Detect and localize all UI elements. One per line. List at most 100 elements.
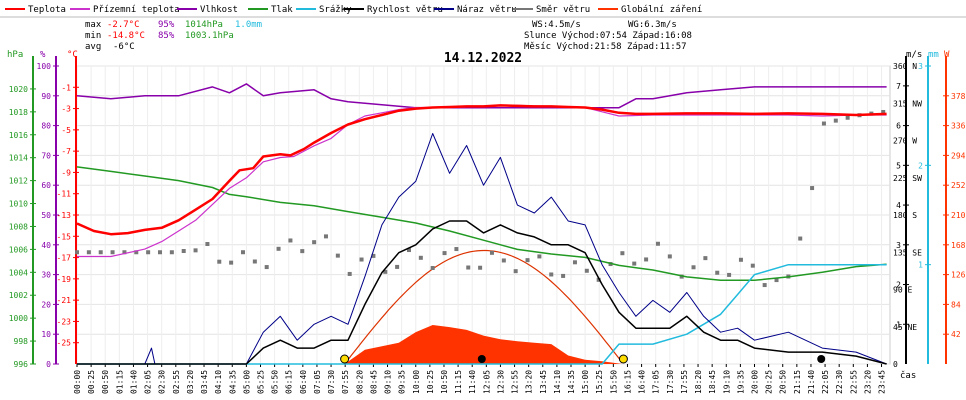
series-winddir-point: [442, 251, 447, 256]
series-winddir-point: [335, 253, 340, 258]
time-tick-label: 03:45: [200, 370, 209, 394]
series-winddir-point: [359, 257, 364, 262]
humidity-axis-tick-label: 20: [41, 300, 51, 309]
series-winddir-point: [833, 118, 838, 123]
temperature-axis-tick-label: -15: [57, 232, 72, 241]
time-tick-label: 05:00: [242, 370, 251, 394]
time-tick-label: 10:50: [440, 370, 449, 394]
temperature-axis-tick-label: -19: [57, 275, 72, 284]
stats-panel: max -2.7°C 95% 1014hPa 1.0mm min -14.8°C…: [85, 20, 692, 52]
time-tick-label: 22:55: [849, 370, 858, 394]
series-winddir-point: [644, 257, 649, 262]
winddir-tick-label: 135 SE: [893, 248, 922, 257]
temperature-axis-unit: °C: [67, 50, 78, 60]
humidity-axis-tick-label: 40: [41, 241, 51, 250]
radiation-axis-tick-label: 210: [951, 211, 966, 220]
stat-min-label: min: [85, 31, 101, 41]
series-winddir-point: [715, 270, 720, 275]
series-winddir-point: [406, 248, 411, 253]
series-rain: [77, 263, 887, 365]
temperature-axis-tick-label: -17: [57, 254, 72, 263]
series-winddir-point: [86, 250, 91, 255]
time-tick-label: 04:35: [228, 370, 237, 394]
temperature-axis-tick-label: -21: [57, 296, 72, 305]
windspeed-axis-tick-label: 1: [896, 320, 901, 329]
pressure-axis-tick-label: 1004: [9, 268, 28, 277]
series-winddir-point: [122, 250, 127, 255]
winddir-tick-label: 360 N: [893, 62, 917, 71]
temperature-axis-tick-label: -23: [57, 317, 72, 326]
stat-sun: Slunce Východ:07:54 Západ:16:08: [524, 31, 692, 41]
temperature-axis-tick-label: -1: [61, 83, 71, 92]
time-tick-label: 07:30: [327, 370, 336, 394]
time-tick-label: 18:20: [694, 370, 703, 394]
series-winddir-point: [134, 250, 139, 255]
pressure-axis-tick-label: 1018: [9, 108, 28, 117]
series-winddir-point: [371, 253, 376, 258]
time-tick-label: 01:40: [129, 370, 138, 394]
time-tick-label: 05:25: [256, 370, 265, 394]
sun-marker: [340, 354, 350, 364]
windspeed-axis-unit: m/s: [906, 50, 922, 60]
pressure-axis-tick-label: 1002: [9, 291, 28, 300]
temperature-axis-tick-label: -3: [61, 105, 71, 114]
time-tick-label: 12:55: [511, 370, 520, 394]
legend-label: Náraz větru: [457, 5, 517, 15]
humidity-axis-tick-label: 80: [41, 122, 51, 131]
time-tick-label: 22:05: [821, 370, 830, 394]
series-winddir-point: [679, 274, 684, 279]
series-winddir-point: [478, 265, 483, 270]
time-tick-label: 15:50: [609, 370, 618, 394]
time-tick-label: 16:40: [638, 370, 647, 394]
series-winddir-point: [157, 250, 162, 255]
winddir-tick-label: 270 W: [893, 137, 917, 146]
winddir-tick-label: 315 NW: [893, 99, 922, 108]
radiation-axis-tick-label: 42: [951, 330, 961, 339]
humidity-axis-unit: %: [40, 50, 46, 60]
series-winddir-point: [288, 238, 293, 243]
chart-title: 14.12.2022: [444, 51, 522, 66]
stat-max-rain: 1.0mm: [235, 20, 262, 30]
plot-area: [75, 83, 887, 365]
temperature-axis-tick-label: -5: [61, 126, 71, 135]
series-winddir-point: [774, 278, 779, 283]
rain-axis-tick-label: 3: [918, 62, 923, 71]
pressure-axis-tick-label: 1014: [9, 154, 28, 163]
time-tick-label: 15:25: [595, 370, 604, 394]
humidity-axis-tick-label: 70: [41, 151, 51, 160]
series-wind-gust: [77, 133, 887, 365]
rain-axis-unit: mm: [928, 50, 939, 60]
winddir-tick-label: 180 S: [893, 211, 917, 220]
time-tick-label: 12:05: [482, 370, 491, 394]
temperature-axis-tick-label: -25: [57, 339, 72, 348]
pressure-axis-tick-label: 1012: [9, 177, 28, 186]
legend-label: Přízemní teplota: [93, 5, 180, 15]
time-tick-label: 19:35: [736, 370, 745, 394]
series-radiation-theory: [344, 249, 623, 365]
series-winddir-point: [300, 249, 305, 254]
series-winddir-point: [252, 259, 257, 264]
series-winddir-point: [584, 268, 589, 273]
time-tick-label: 17:55: [680, 370, 689, 394]
windspeed-axis-tick-label: 5: [896, 161, 901, 170]
axes: 9969981000100210041006100810101012101410…: [9, 56, 966, 394]
time-tick-label: 01:15: [115, 370, 124, 394]
series-winddir-point: [845, 115, 850, 120]
stat-avg-temp: -6°C: [113, 42, 135, 52]
time-tick-label: 02:55: [172, 370, 181, 394]
series-winddir-point: [691, 265, 696, 270]
windspeed-axis-tick-label: 3: [896, 241, 901, 250]
time-tick-label: 08:45: [369, 370, 378, 394]
time-tick-label: 10:00: [412, 370, 421, 394]
time-tick-label: 20:00: [751, 370, 760, 394]
pressure-axis-tick-label: 1006: [9, 245, 28, 254]
radiation-axis-tick-label: 294: [951, 151, 966, 160]
series-winddir-point: [193, 248, 198, 253]
pressure-axis-unit: hPa: [7, 50, 23, 60]
windspeed-axis-tick-label: 2: [896, 281, 901, 290]
time-tick-label: 04:10: [214, 370, 223, 394]
time-tick-label: 09:10: [384, 370, 393, 394]
series-radiation-area: [77, 325, 887, 364]
time-tick-label: 20:50: [779, 370, 788, 394]
